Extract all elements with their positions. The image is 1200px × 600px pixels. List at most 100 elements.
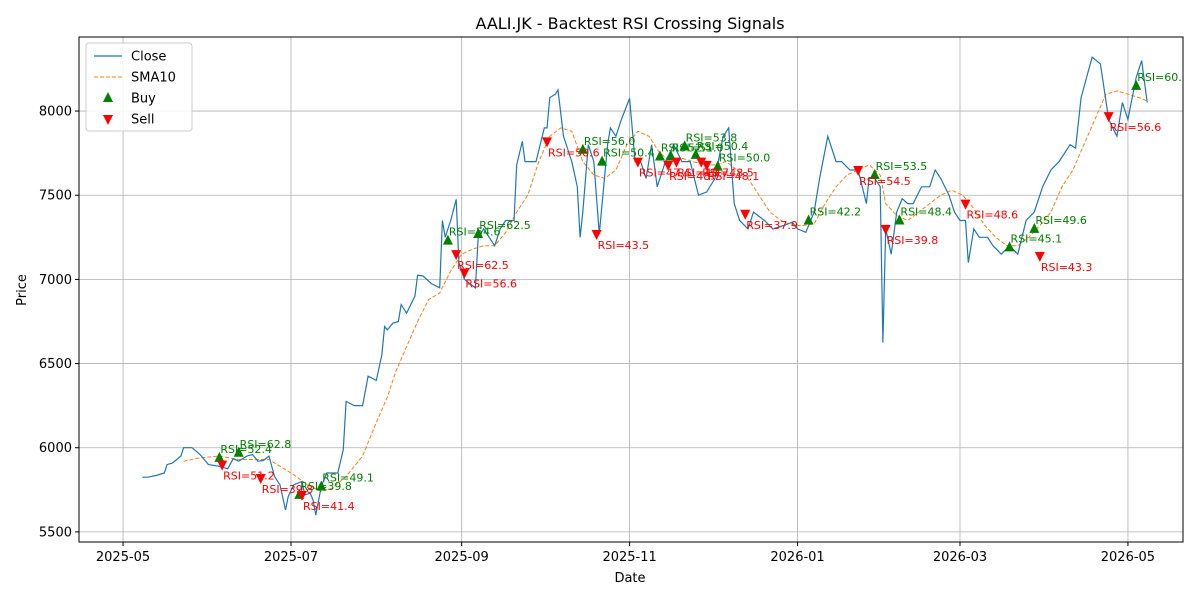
buy-annotation: RSI=50.4 [697,140,749,153]
buy-marker [1004,241,1015,252]
y-axis-label: Price [15,274,30,306]
sell-annotation: RSI=47.4 [639,167,691,180]
signal-markers: RSI=52.4RSI=62.8RSI=39.8RSI=49.1RSI=54.6… [214,71,1189,513]
y-tick-label: 6500 [39,357,72,372]
buy-marker [654,150,665,161]
buy-marker [597,155,608,166]
sell-marker [297,490,308,501]
buy-marker [869,169,880,180]
x-tick-label: 2026-03 [933,550,987,565]
sell-annotation: RSI=48.1 [708,170,760,183]
x-tick-label: 2026-01 [770,550,824,565]
buy-marker [1131,79,1142,90]
buy-marker [442,234,453,245]
x-axis-label: Date [614,571,645,586]
buy-marker [679,140,690,151]
sell-marker [217,460,228,471]
sell-annotation: RSI=50.6 [548,146,600,159]
sell-marker [451,250,462,261]
x-tick-label: 2025-07 [264,550,318,565]
sell-marker [671,157,682,168]
buy-annotation: RSI=53.5 [876,160,928,173]
sell-annotation: RSI=56.6 [465,278,517,291]
sell-annotation: RSI=39.8 [887,234,939,247]
sell-marker [542,137,553,148]
sell-annotation: RSI=54.5 [859,175,911,188]
buy-annotation: RSI=60.9 [1137,71,1189,84]
buy-annotation: RSI=52.4 [220,443,272,456]
legend: Close SMA10 Buy Sell [85,42,193,132]
buy-marker [316,480,327,491]
buy-annotation: RSI=62.8 [240,438,292,451]
sell-annotation: RSI=43.5 [598,239,650,252]
buy-annotation: RSI=48.4 [900,205,952,218]
legend-item-sell-label: Sell [131,113,154,128]
sell-marker [459,268,470,279]
x-tick-label: 2026-05 [1101,550,1155,565]
sell-marker [880,224,891,235]
sell-marker [591,229,602,240]
sell-annotation: RSI=51.2 [223,470,275,483]
sell-marker [663,160,674,171]
y-tick-label: 7000 [39,273,72,288]
buy-marker [1029,222,1040,233]
buy-annotation: RSI=54.6 [449,226,501,239]
sell-annotation: RSI=48.7 [677,167,729,180]
buy-marker [577,143,588,154]
x-tick-label: 2025-05 [96,550,150,565]
sell-annotation: RSI=48.5 [702,167,754,180]
sell-marker [696,157,707,168]
buy-annotation: RSI=49.6 [1035,214,1087,227]
buy-annotation: RSI=56.0 [584,135,636,148]
legend-item-buy-swatch [103,92,113,102]
sell-annotation: RSI=56.6 [1110,121,1162,134]
sell-marker [255,474,266,485]
buy-annotation: RSI=39.8 [300,480,352,493]
chart-title: AALI.JK - Backtest RSI Crossing Signals [475,14,784,33]
buy-marker [894,214,905,225]
sell-marker [853,165,864,176]
plot-frame [78,36,1184,543]
buy-annotation: RSI=62.5 [479,219,531,232]
sell-marker [701,160,712,171]
sell-marker [1034,251,1045,262]
sell-marker [960,199,971,210]
sell-annotation: RSI=48.6 [967,209,1019,222]
buy-annotation: RSI=45.1 [1011,232,1063,245]
legend-item-sell-swatch [103,115,113,125]
buy-marker [803,214,814,225]
sell-annotation: RSI=41.4 [303,500,355,513]
buy-annotation: RSI=53.8 [686,131,738,144]
sell-marker [740,209,751,220]
x-tick-label: 2025-11 [602,550,656,565]
x-tick-label: 2025-09 [435,550,489,565]
buy-marker [233,446,244,457]
y-tick-label: 5500 [39,525,72,540]
buy-marker [690,148,701,159]
y-tick-label: 6000 [39,441,72,456]
sell-marker [632,157,643,168]
sell-marker [1103,112,1114,123]
axis-ticks: 2025-05 2025-07 2025-09 2025-11 2026-01 2026-… [39,105,1155,565]
y-tick-label: 7500 [39,189,72,204]
buy-annotation: RSI=50.4 [603,147,655,160]
buy-marker [712,160,723,171]
legend-box [85,42,193,132]
close-series-line [142,56,1148,516]
y-tick-label: 8000 [39,105,72,120]
sell-annotation: RSI=37.9 [746,219,798,232]
legend-item-buy-label: Buy [131,92,156,107]
sma10-series-line [183,90,1148,493]
sell-annotation: RSI=43.3 [1041,261,1093,274]
buy-marker [473,227,484,238]
legend-item-sma10-label: SMA10 [131,71,176,86]
buy-annotation: RSI=50.0 [719,152,771,165]
sell-annotation: RSI=48.7 [669,170,721,183]
sell-annotation: RSI=39.8 [262,483,314,496]
buy-marker [214,451,225,462]
buy-annotation: RSI=42.2 [810,205,862,218]
sell-annotation: RSI=62.5 [457,259,509,272]
buy-annotation: RSI=49.1 [322,471,374,484]
legend-item-close-label: Close [131,50,166,65]
